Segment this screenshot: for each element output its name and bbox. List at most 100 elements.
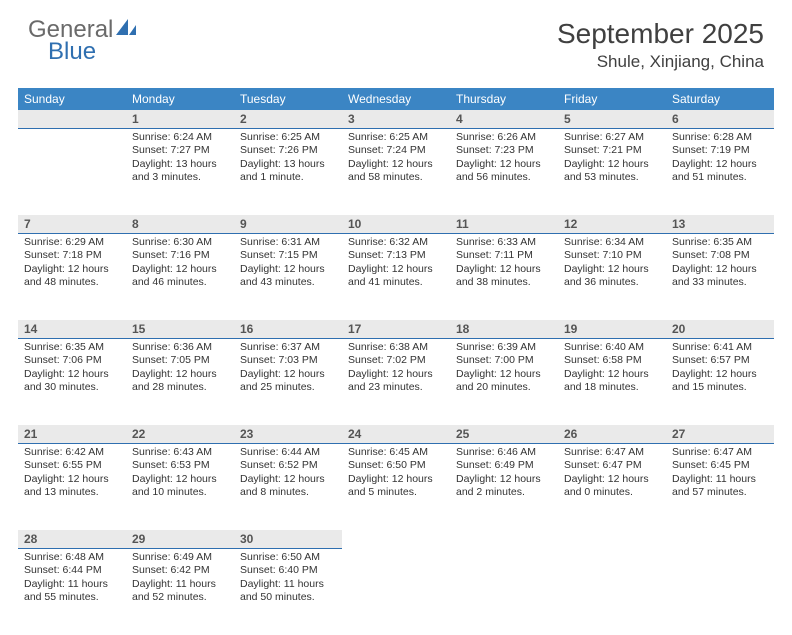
daylight-text-1: Daylight: 12 hours (564, 263, 660, 276)
day-cell-content: Sunrise: 6:41 AMSunset: 6:57 PMDaylight:… (666, 339, 774, 425)
daylight-text-1: Daylight: 12 hours (132, 263, 228, 276)
sunset-text: Sunset: 7:00 PM (456, 354, 552, 367)
sunrise-text: Sunrise: 6:47 AM (672, 446, 768, 459)
title-block: September 2025 Shule, Xinjiang, China (557, 18, 764, 72)
daylight-text-1: Daylight: 12 hours (240, 263, 336, 276)
day-cell-content: Sunrise: 6:35 AMSunset: 7:08 PMDaylight:… (666, 234, 774, 320)
day-cell-content: Sunrise: 6:47 AMSunset: 6:45 PMDaylight:… (666, 444, 774, 530)
daylight-text-2: and 1 minute. (240, 171, 336, 184)
day-cell-content: Sunrise: 6:49 AMSunset: 6:42 PMDaylight:… (126, 549, 234, 635)
weekday-header: Tuesday (234, 88, 342, 110)
sunset-text: Sunset: 7:10 PM (564, 249, 660, 262)
calendar-cell: 23Sunrise: 6:44 AMSunset: 6:52 PMDayligh… (234, 425, 342, 530)
sunset-text: Sunset: 6:52 PM (240, 459, 336, 472)
calendar-cell: 26Sunrise: 6:47 AMSunset: 6:47 PMDayligh… (558, 425, 666, 530)
daylight-text-1: Daylight: 13 hours (132, 158, 228, 171)
calendar-cell (666, 530, 774, 635)
daylight-text-2: and 15 minutes. (672, 381, 768, 394)
day-cell-content: Sunrise: 6:45 AMSunset: 6:50 PMDaylight:… (342, 444, 450, 530)
day-cell-content: Sunrise: 6:43 AMSunset: 6:53 PMDaylight:… (126, 444, 234, 530)
day-number: 5 (558, 110, 666, 129)
sunset-text: Sunset: 7:05 PM (132, 354, 228, 367)
day-info: Sunrise: 6:38 AMSunset: 7:02 PMDaylight:… (346, 339, 446, 395)
weekday-header: Sunday (18, 88, 126, 110)
sunrise-text: Sunrise: 6:32 AM (348, 236, 444, 249)
daylight-text-1: Daylight: 13 hours (240, 158, 336, 171)
sunrise-text: Sunrise: 6:43 AM (132, 446, 228, 459)
day-info: Sunrise: 6:41 AMSunset: 6:57 PMDaylight:… (670, 339, 770, 395)
daylight-text-1: Daylight: 12 hours (132, 473, 228, 486)
day-number: 8 (126, 215, 234, 234)
day-cell-content: Sunrise: 6:25 AMSunset: 7:24 PMDaylight:… (342, 129, 450, 215)
sunset-text: Sunset: 7:03 PM (240, 354, 336, 367)
day-number: 6 (666, 110, 774, 129)
daylight-text-2: and 41 minutes. (348, 276, 444, 289)
sunrise-text: Sunrise: 6:34 AM (564, 236, 660, 249)
day-info: Sunrise: 6:24 AMSunset: 7:27 PMDaylight:… (130, 129, 230, 185)
weekday-header: Wednesday (342, 88, 450, 110)
day-info: Sunrise: 6:50 AMSunset: 6:40 PMDaylight:… (238, 549, 338, 605)
daylight-text-1: Daylight: 12 hours (564, 158, 660, 171)
day-number: 1 (126, 110, 234, 129)
sunset-text: Sunset: 7:23 PM (456, 144, 552, 157)
sunset-text: Sunset: 7:15 PM (240, 249, 336, 262)
calendar-cell: 11Sunrise: 6:33 AMSunset: 7:11 PMDayligh… (450, 215, 558, 320)
calendar-week-row: 14Sunrise: 6:35 AMSunset: 7:06 PMDayligh… (18, 320, 774, 425)
day-cell-content: Sunrise: 6:35 AMSunset: 7:06 PMDaylight:… (18, 339, 126, 425)
day-number (18, 110, 126, 129)
day-info: Sunrise: 6:27 AMSunset: 7:21 PMDaylight:… (562, 129, 662, 185)
calendar-body: 1Sunrise: 6:24 AMSunset: 7:27 PMDaylight… (18, 110, 774, 635)
sunset-text: Sunset: 6:57 PM (672, 354, 768, 367)
day-number: 15 (126, 320, 234, 339)
calendar-cell (450, 530, 558, 635)
sunrise-text: Sunrise: 6:36 AM (132, 341, 228, 354)
day-number: 22 (126, 425, 234, 444)
daylight-text-2: and 10 minutes. (132, 486, 228, 499)
calendar-cell: 25Sunrise: 6:46 AMSunset: 6:49 PMDayligh… (450, 425, 558, 530)
sunrise-text: Sunrise: 6:25 AM (240, 131, 336, 144)
calendar-cell: 13Sunrise: 6:35 AMSunset: 7:08 PMDayligh… (666, 215, 774, 320)
day-number: 16 (234, 320, 342, 339)
day-cell-content: Sunrise: 6:48 AMSunset: 6:44 PMDaylight:… (18, 549, 126, 635)
day-number: 24 (342, 425, 450, 444)
day-number: 28 (18, 530, 126, 549)
sunset-text: Sunset: 7:02 PM (348, 354, 444, 367)
day-info: Sunrise: 6:28 AMSunset: 7:19 PMDaylight:… (670, 129, 770, 185)
day-info: Sunrise: 6:40 AMSunset: 6:58 PMDaylight:… (562, 339, 662, 395)
sunrise-text: Sunrise: 6:44 AM (240, 446, 336, 459)
daylight-text-2: and 57 minutes. (672, 486, 768, 499)
day-info: Sunrise: 6:46 AMSunset: 6:49 PMDaylight:… (454, 444, 554, 500)
day-info: Sunrise: 6:29 AMSunset: 7:18 PMDaylight:… (22, 234, 122, 290)
calendar-cell: 22Sunrise: 6:43 AMSunset: 6:53 PMDayligh… (126, 425, 234, 530)
calendar-cell (342, 530, 450, 635)
daylight-text-2: and 53 minutes. (564, 171, 660, 184)
daylight-text-2: and 43 minutes. (240, 276, 336, 289)
day-cell-content (450, 530, 558, 616)
sunrise-text: Sunrise: 6:50 AM (240, 551, 336, 564)
calendar-cell: 2Sunrise: 6:25 AMSunset: 7:26 PMDaylight… (234, 110, 342, 215)
day-number: 17 (342, 320, 450, 339)
day-info: Sunrise: 6:43 AMSunset: 6:53 PMDaylight:… (130, 444, 230, 500)
calendar-cell: 17Sunrise: 6:38 AMSunset: 7:02 PMDayligh… (342, 320, 450, 425)
daylight-text-2: and 25 minutes. (240, 381, 336, 394)
daylight-text-1: Daylight: 12 hours (348, 473, 444, 486)
calendar-header-row: SundayMondayTuesdayWednesdayThursdayFrid… (18, 88, 774, 110)
sunrise-text: Sunrise: 6:40 AM (564, 341, 660, 354)
sunrise-text: Sunrise: 6:28 AM (672, 131, 768, 144)
calendar-cell: 21Sunrise: 6:42 AMSunset: 6:55 PMDayligh… (18, 425, 126, 530)
day-number: 10 (342, 215, 450, 234)
sunset-text: Sunset: 6:42 PM (132, 564, 228, 577)
sunrise-text: Sunrise: 6:38 AM (348, 341, 444, 354)
day-cell-content: Sunrise: 6:44 AMSunset: 6:52 PMDaylight:… (234, 444, 342, 530)
calendar-cell: 4Sunrise: 6:26 AMSunset: 7:23 PMDaylight… (450, 110, 558, 215)
day-info: Sunrise: 6:32 AMSunset: 7:13 PMDaylight:… (346, 234, 446, 290)
day-cell-content: Sunrise: 6:28 AMSunset: 7:19 PMDaylight:… (666, 129, 774, 215)
day-number: 7 (18, 215, 126, 234)
sunrise-text: Sunrise: 6:41 AM (672, 341, 768, 354)
calendar-cell: 7Sunrise: 6:29 AMSunset: 7:18 PMDaylight… (18, 215, 126, 320)
day-number: 9 (234, 215, 342, 234)
day-cell-content: Sunrise: 6:34 AMSunset: 7:10 PMDaylight:… (558, 234, 666, 320)
day-cell-content: Sunrise: 6:32 AMSunset: 7:13 PMDaylight:… (342, 234, 450, 320)
calendar-cell: 27Sunrise: 6:47 AMSunset: 6:45 PMDayligh… (666, 425, 774, 530)
day-cell-content: Sunrise: 6:46 AMSunset: 6:49 PMDaylight:… (450, 444, 558, 530)
